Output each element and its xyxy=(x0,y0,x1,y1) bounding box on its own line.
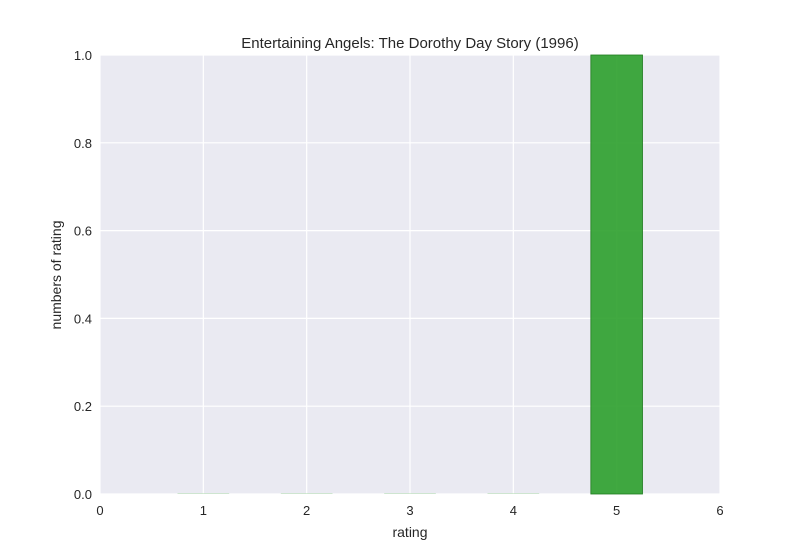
y-tick-label: 0.2 xyxy=(74,399,92,414)
x-tick-label: 1 xyxy=(200,503,207,518)
x-tick-labels: 0 1 2 3 4 5 6 xyxy=(96,503,723,518)
bar-rating-2 xyxy=(280,493,333,494)
x-tick-label: 4 xyxy=(510,503,517,518)
chart-title: Entertaining Angels: The Dorothy Day Sto… xyxy=(241,35,578,52)
y-tick-labels: 0.0 0.2 0.4 0.6 0.8 1.0 xyxy=(74,48,92,502)
x-axis-label: rating xyxy=(392,524,427,540)
x-tick-label: 5 xyxy=(613,503,620,518)
y-tick-label: 0.4 xyxy=(74,311,92,326)
bars xyxy=(177,54,643,495)
bar-rating-5 xyxy=(590,54,643,495)
x-tick-label: 6 xyxy=(716,503,723,518)
y-tick-label: 0.6 xyxy=(74,224,92,239)
y-tick-label: 0.8 xyxy=(74,136,92,151)
y-axis-label: numbers of rating xyxy=(48,221,64,330)
x-tick-label: 2 xyxy=(303,503,310,518)
bar-rating-1 xyxy=(177,493,230,494)
y-tick-label: 1.0 xyxy=(74,48,92,63)
y-tick-label: 0.0 xyxy=(74,487,92,502)
bar-rating-3 xyxy=(384,493,436,494)
bar-rating-4 xyxy=(487,493,540,494)
x-tick-label: 3 xyxy=(406,503,413,518)
x-tick-label: 0 xyxy=(96,503,103,518)
